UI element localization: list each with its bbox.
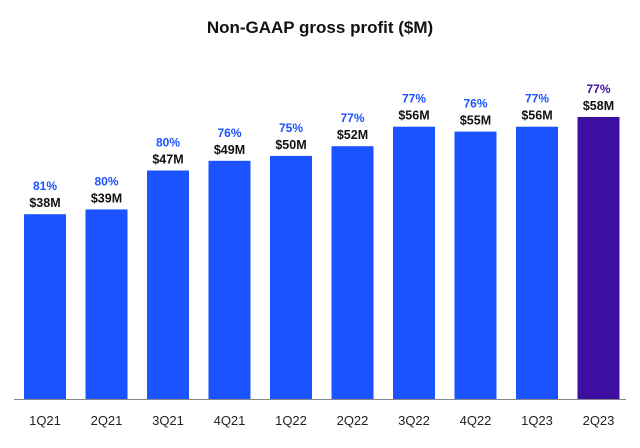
value-label: $55M <box>460 114 491 128</box>
margin-label: 77% <box>402 92 426 106</box>
chart-title: Non-GAAP gross profit ($M) <box>206 18 434 37</box>
value-label: $49M <box>214 143 245 157</box>
bar <box>147 170 189 399</box>
bar <box>331 146 374 399</box>
margin-label: 76% <box>463 97 487 111</box>
value-label: $56M <box>398 109 429 123</box>
value-label: $56M <box>521 109 552 123</box>
value-label: $47M <box>152 153 183 167</box>
margin-label: 80% <box>156 136 180 150</box>
value-label: $38M <box>29 196 60 210</box>
value-label: $50M <box>275 138 306 152</box>
bar <box>516 126 558 399</box>
margin-label: 76% <box>217 126 241 140</box>
bar <box>577 117 620 399</box>
x-tick-label: 1Q21 <box>29 413 61 428</box>
value-label: $39M <box>91 191 122 205</box>
x-tick-label: 2Q23 <box>583 413 615 428</box>
margin-label: 77% <box>586 82 610 96</box>
x-tick-label: 1Q23 <box>521 413 553 428</box>
x-tick-label: 3Q22 <box>398 413 430 428</box>
margin-label: 77% <box>340 111 364 125</box>
x-tick-label: 4Q22 <box>460 413 492 428</box>
value-label: $52M <box>337 128 368 142</box>
value-label: $58M <box>583 99 614 113</box>
bar <box>270 155 312 399</box>
margin-label: 75% <box>279 121 303 135</box>
x-tick-label: 1Q22 <box>275 413 307 428</box>
margin-label: 80% <box>94 174 118 188</box>
margin-label: 77% <box>525 92 549 106</box>
bar <box>208 160 251 399</box>
bar <box>454 131 497 399</box>
margin-label: 81% <box>33 179 57 193</box>
x-tick-label: 3Q21 <box>152 413 184 428</box>
bar <box>393 126 435 399</box>
x-tick-label: 4Q21 <box>214 413 246 428</box>
bar <box>85 209 128 399</box>
x-tick-label: 2Q22 <box>337 413 369 428</box>
bar <box>24 214 66 399</box>
x-tick-label: 2Q21 <box>91 413 123 428</box>
